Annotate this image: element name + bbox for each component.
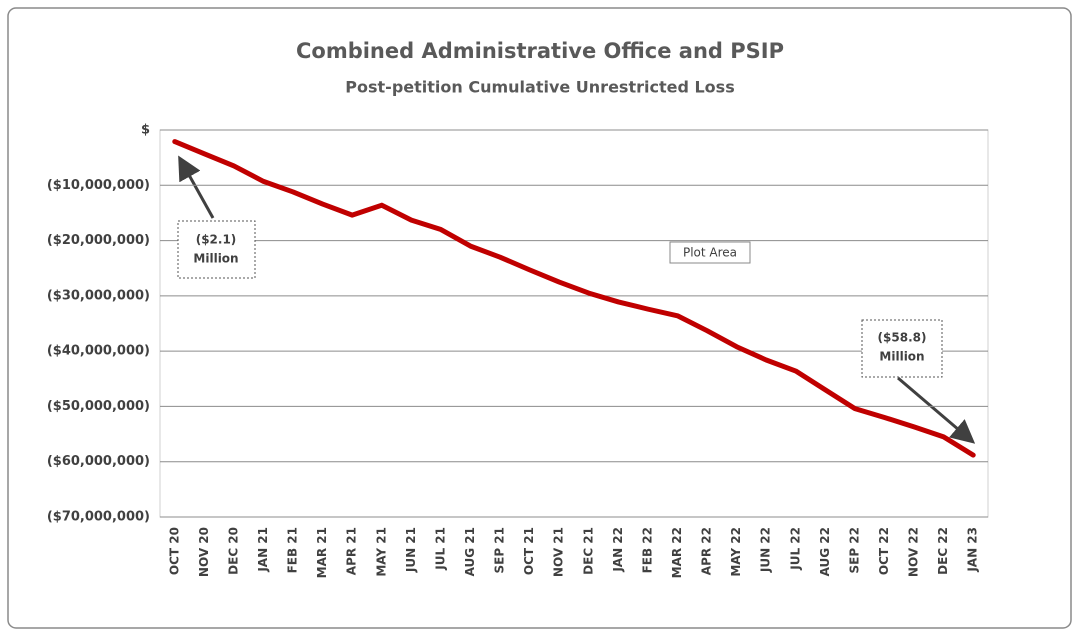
x-tick-label: JAN 21 bbox=[256, 527, 270, 573]
x-tick-label: MAR 21 bbox=[315, 527, 329, 578]
x-tick-label: FEB 21 bbox=[286, 527, 300, 573]
x-tick-label: JAN 23 bbox=[966, 527, 980, 573]
x-tick-label: MAR 22 bbox=[670, 527, 684, 578]
x-tick-label: JUL 21 bbox=[433, 527, 447, 571]
annotation-box bbox=[669, 241, 751, 264]
x-tick-label: JUN 22 bbox=[759, 527, 773, 573]
arrow bbox=[897, 376, 976, 444]
x-tick-label: DEC 21 bbox=[581, 527, 595, 575]
x-tick-label: NOV 22 bbox=[907, 527, 921, 577]
annotation: Million bbox=[193, 252, 238, 266]
chart-title: Combined Administrative Office and PSIP bbox=[296, 39, 784, 63]
x-tick-label: MAY 22 bbox=[729, 527, 743, 577]
y-tick-label: ($40,000,000) bbox=[47, 344, 150, 359]
x-tick-label: JUN 21 bbox=[404, 527, 418, 573]
annotation: Million bbox=[879, 350, 924, 364]
series-line bbox=[172, 139, 976, 458]
y-tick-label: ($30,000,000) bbox=[47, 288, 150, 303]
x-tick-label: AUG 22 bbox=[818, 527, 832, 576]
annotation-box bbox=[861, 319, 943, 378]
x-tick-label: OCT 22 bbox=[877, 527, 891, 575]
x-tick-label: MAY 21 bbox=[374, 527, 388, 577]
x-tick-label: SEP 22 bbox=[847, 527, 861, 574]
chart-subtitle: Post-petition Cumulative Unrestricted Lo… bbox=[345, 78, 734, 97]
x-tick-label: OCT 20 bbox=[167, 527, 181, 575]
x-tick-label: OCT 21 bbox=[522, 527, 536, 575]
annotation: ($2.1) bbox=[196, 233, 237, 247]
y-tick-label: ($60,000,000) bbox=[47, 454, 150, 469]
y-tick-label: ($70,000,000) bbox=[47, 510, 150, 525]
x-tick-label: NOV 21 bbox=[552, 527, 566, 577]
annotation: Plot Area bbox=[683, 246, 737, 260]
x-tick-label: JUL 22 bbox=[788, 527, 802, 571]
annotation-box bbox=[177, 220, 256, 279]
x-tick-label: DEC 22 bbox=[936, 527, 950, 575]
y-tick-label: ($10,000,000) bbox=[47, 178, 150, 193]
y-tick-label: $ bbox=[141, 123, 150, 138]
arrow bbox=[178, 155, 215, 219]
x-tick-label: NOV 20 bbox=[197, 527, 211, 577]
x-tick-label: JAN 22 bbox=[611, 527, 625, 573]
y-tick-label: ($20,000,000) bbox=[47, 233, 150, 248]
x-tick-label: AUG 21 bbox=[463, 527, 477, 576]
x-tick-label: DEC 20 bbox=[226, 527, 240, 575]
x-tick-label: FEB 22 bbox=[640, 527, 654, 573]
y-tick-label: ($50,000,000) bbox=[47, 399, 150, 414]
x-tick-label: SEP 21 bbox=[493, 527, 507, 574]
chart-frame bbox=[7, 7, 1072, 629]
x-tick-label: APR 21 bbox=[345, 527, 359, 575]
annotation: ($58.8) bbox=[878, 331, 927, 345]
x-tick-label: APR 22 bbox=[700, 527, 714, 575]
